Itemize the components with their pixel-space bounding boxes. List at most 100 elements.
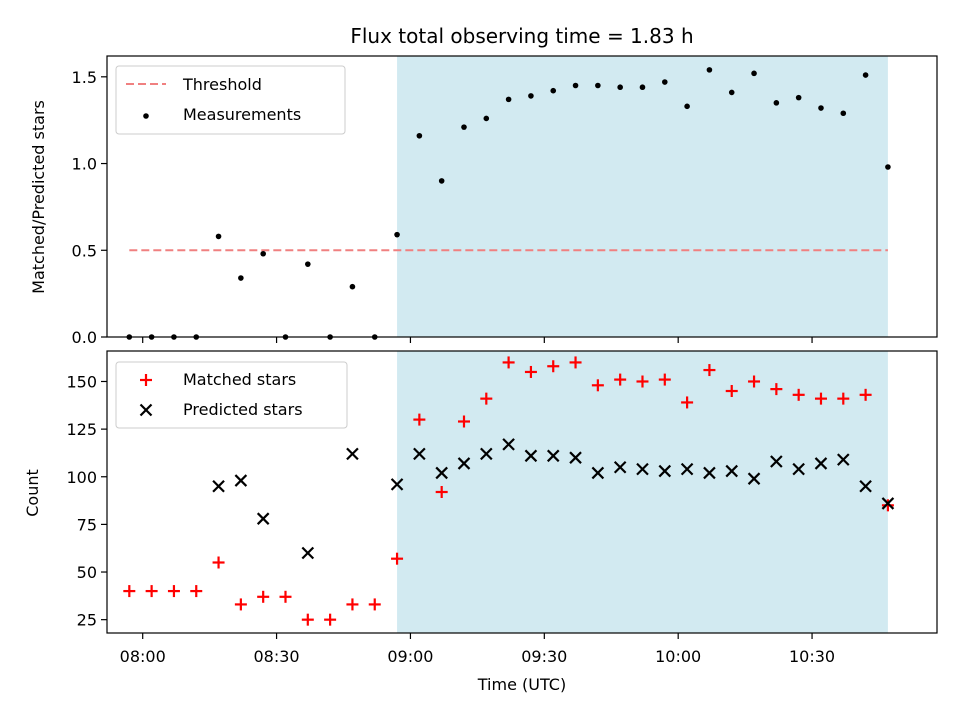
matched-star-point bbox=[636, 375, 649, 388]
predicted-star-point bbox=[859, 480, 872, 493]
top-y-ticks: 0.0 0.5 1.0 1.5 bbox=[72, 68, 107, 347]
top-y-axis-label: Matched/Predicted stars bbox=[29, 100, 48, 294]
measurement-point bbox=[215, 233, 222, 240]
chart-title: Flux total observing time = 1.83 h bbox=[350, 24, 693, 48]
measurement-point bbox=[885, 164, 891, 170]
legend-measurements-label: Measurements bbox=[183, 105, 301, 124]
legend-matched-marker bbox=[140, 374, 152, 386]
predicted-star-point bbox=[591, 466, 605, 480]
measurement-point bbox=[728, 89, 735, 96]
bottom-legend-box bbox=[115, 361, 348, 429]
matched-star-point bbox=[391, 552, 404, 565]
measurement-point bbox=[751, 70, 757, 77]
predicted-star-point bbox=[680, 462, 694, 476]
predicted-star-point bbox=[792, 462, 805, 476]
y-tick-label: 125 bbox=[66, 420, 97, 439]
matched-star-point bbox=[502, 356, 515, 369]
matched-star-point bbox=[212, 556, 225, 569]
matched-star-point bbox=[837, 392, 850, 405]
measurement-point bbox=[572, 82, 579, 89]
y-tick-label: 0.5 bbox=[72, 241, 97, 260]
predicted-star-point bbox=[435, 466, 448, 480]
y-tick-label: 100 bbox=[66, 468, 97, 487]
predicted-stars-points bbox=[212, 438, 895, 560]
matched-star-point bbox=[547, 360, 560, 373]
measurement-point bbox=[795, 94, 802, 101]
legend-measurement-swatch bbox=[143, 113, 149, 119]
predicted-star-point bbox=[212, 480, 225, 493]
measurement-point bbox=[238, 275, 244, 281]
legend-threshold-label: Threshold bbox=[182, 75, 262, 94]
matched-star-point bbox=[569, 356, 582, 369]
legend-predicted-label: Predicted stars bbox=[183, 400, 303, 419]
predicted-star-point bbox=[301, 546, 315, 560]
matched-star-point bbox=[145, 585, 158, 598]
bottom-shaded-interval bbox=[397, 351, 888, 633]
legend-matched-label: Matched stars bbox=[183, 370, 296, 389]
predicted-star-point bbox=[747, 472, 761, 485]
predicted-star-point bbox=[546, 449, 560, 463]
predicted-star-point bbox=[725, 464, 739, 478]
measurement-point bbox=[706, 67, 713, 73]
y-tick-label: 25 bbox=[77, 611, 97, 630]
predicted-star-point bbox=[502, 438, 515, 451]
x-tick-label: 08:30 bbox=[254, 647, 300, 666]
matched-star-point bbox=[368, 598, 381, 611]
matched-star-point bbox=[457, 415, 470, 428]
matched-star-point bbox=[614, 373, 627, 386]
matched-star-point bbox=[190, 585, 203, 598]
bottom-x-ticks: 08:00 08:30 09:00 09:30 10:00 10:30 bbox=[120, 633, 835, 666]
y-tick-label: 75 bbox=[77, 515, 97, 534]
y-tick-label: 150 bbox=[66, 372, 97, 391]
y-tick-label: 1.5 bbox=[72, 68, 97, 87]
bottom-panel: 25 50 75 100 125 150 08:00 08:30 09:00 09:30 10:0… bbox=[23, 350, 938, 694]
measurement-point bbox=[840, 110, 847, 117]
y-tick-label: 50 bbox=[77, 563, 97, 582]
matched-star-point bbox=[301, 613, 314, 626]
legend-predicted-swatch bbox=[139, 403, 153, 417]
bottom-axes-frame bbox=[106, 350, 938, 634]
matched-star-point bbox=[591, 379, 604, 392]
top-shaded-interval bbox=[397, 56, 888, 337]
measurement-point bbox=[260, 250, 266, 257]
bottom-legend: Matched stars Predicted stars bbox=[115, 361, 348, 429]
measurement-point bbox=[684, 103, 690, 110]
matched-star-point bbox=[413, 413, 426, 426]
matched-star-point bbox=[658, 373, 671, 386]
matched-star-point bbox=[524, 365, 537, 378]
predicted-star-point bbox=[837, 453, 850, 466]
predicted-star-point bbox=[234, 474, 248, 487]
x-tick-label: 09:30 bbox=[521, 647, 567, 666]
measurement-point bbox=[349, 283, 356, 290]
matched-star-point bbox=[435, 486, 448, 498]
predicted-star-point bbox=[658, 464, 672, 478]
top-panel: 0.0 0.5 1.0 1.5 Matched/Predicted stars Thr… bbox=[29, 55, 938, 347]
top-x-ticks bbox=[142, 337, 813, 343]
x-tick-label: 08:00 bbox=[120, 647, 166, 666]
measurement-point bbox=[505, 96, 512, 103]
predicted-star-point bbox=[569, 451, 582, 464]
measurement-point bbox=[394, 231, 400, 238]
predicted-star-point bbox=[881, 497, 895, 510]
measurement-point bbox=[483, 115, 490, 122]
predicted-star-point bbox=[346, 447, 359, 461]
predicted-star-point bbox=[390, 478, 404, 491]
matched-star-point bbox=[324, 613, 337, 626]
measurement-point bbox=[661, 79, 668, 85]
predicted-star-point bbox=[457, 457, 471, 470]
measurement-point bbox=[550, 87, 557, 94]
measurement-point bbox=[528, 93, 534, 99]
measurement-point bbox=[416, 132, 423, 139]
matched-star-point bbox=[770, 383, 783, 396]
y-tick-label: 0.0 bbox=[72, 328, 97, 347]
matched-star-point bbox=[881, 499, 894, 512]
predicted-star-point bbox=[480, 447, 493, 461]
matched-star-point bbox=[703, 364, 716, 377]
measurement-point bbox=[617, 84, 623, 91]
matched-star-point bbox=[257, 590, 270, 603]
predicted-star-point bbox=[413, 447, 426, 461]
x-tick-label: 09:00 bbox=[387, 647, 433, 666]
predicted-star-point bbox=[770, 455, 783, 468]
matched-star-point bbox=[346, 598, 359, 611]
predicted-star-point bbox=[524, 449, 538, 463]
